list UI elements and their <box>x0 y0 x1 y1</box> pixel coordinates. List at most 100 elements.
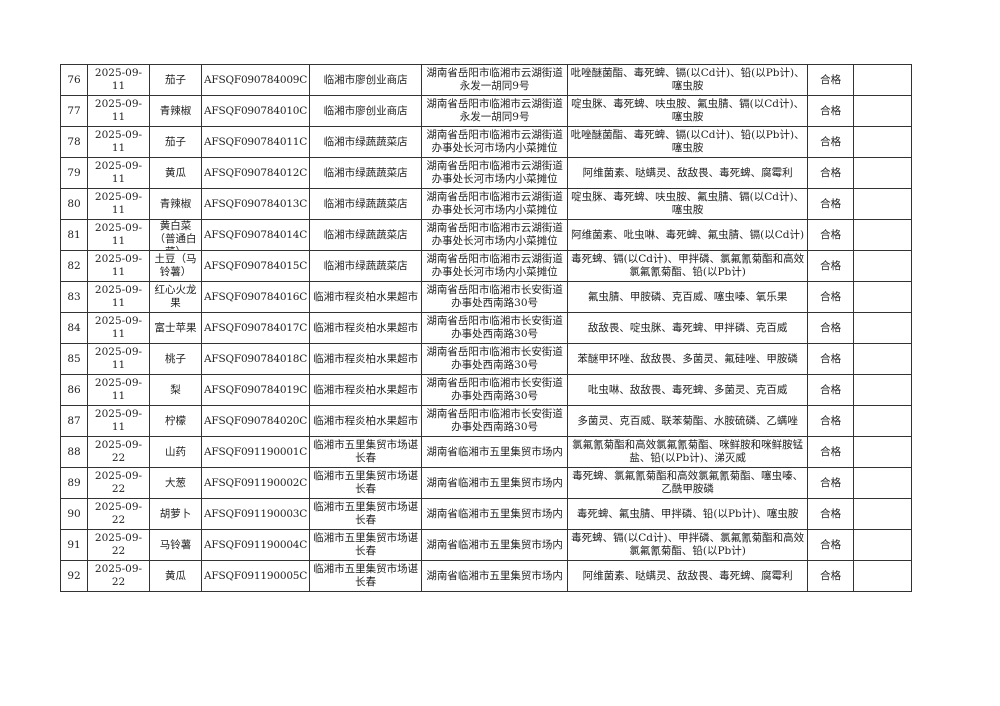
table-row: 76 2025-09-11 茄子 AFSQF090784009C 临湘市廖创业商店 湖南省… <box>60 64 913 96</box>
sample-code: AFSQF090784015C <box>204 259 308 272</box>
store-name: 临湘市程炎柏水果超市 <box>313 290 419 303</box>
sampling-date: 2025-09-11 <box>94 284 143 309</box>
test-items: 吡虫啉、敌敌畏、毒死蜱、多菌灵、克百威 <box>587 383 788 396</box>
table-row: 92 2025-09-22 黄瓜 AFSQF091190005C 临湘市五里集贸市场谌长… <box>60 560 913 592</box>
test-result-cell: 合格 <box>807 560 855 592</box>
sampling-date-cell: 2025-09-22 <box>87 467 150 499</box>
store-name-cell: 临湘市绿蔬蔬菜店 <box>309 219 423 251</box>
test-items-cell: 吡唑醚菌酯、毒死蜱、镉(以Cd计)、铅(以Pb计)、噻虫胺 <box>567 126 809 158</box>
row-number-cell: 83 <box>60 281 88 313</box>
store-name: 临湘市五里集贸市场谌长春 <box>313 532 419 557</box>
sample-name-cell: 胡萝卜 <box>149 498 202 530</box>
sample-code-cell: AFSQF091190002C <box>200 467 311 499</box>
test-result: 合格 <box>820 135 842 148</box>
sampling-date-cell: 2025-09-11 <box>87 250 150 282</box>
sample-name-cell: 马铃薯 <box>149 529 202 561</box>
test-items: 敌敌畏、啶虫脒、毒死蜱、甲拌磷、克百威 <box>587 321 788 334</box>
test-result-cell: 合格 <box>807 95 855 127</box>
sample-code-cell: AFSQF090784012C <box>200 157 311 189</box>
test-result-cell: 合格 <box>807 436 855 468</box>
sample-name: 柠檬 <box>165 414 186 427</box>
row-number: 89 <box>67 476 81 489</box>
store-address-cell: 湖南省岳阳市临湘市云湖街道办事处长河市场内小菜摊位 <box>421 219 569 251</box>
store-name: 临湘市五里集贸市场谌长春 <box>313 563 419 588</box>
store-name: 临湘市程炎柏水果超市 <box>313 321 419 334</box>
row-number: 78 <box>67 135 81 148</box>
sample-code-cell: AFSQF090784019C <box>200 374 311 406</box>
store-name: 临湘市程炎柏水果超市 <box>313 414 419 427</box>
sample-code: AFSQF090784012C <box>204 166 308 179</box>
remarks-cell <box>853 498 913 530</box>
store-address: 湖南省岳阳市临湘市云湖街道办事处长河市场内小菜摊位 <box>426 222 563 247</box>
store-name: 临湘市绿蔬蔬菜店 <box>323 197 408 210</box>
sampling-date-cell: 2025-09-11 <box>87 95 150 127</box>
store-name: 临湘市程炎柏水果超市 <box>313 352 419 365</box>
table-row: 87 2025-09-11 柠檬 AFSQF090784020C 临湘市程炎柏水果超市湖… <box>60 405 913 437</box>
sample-code-cell: AFSQF091190004C <box>200 529 311 561</box>
sampling-date-cell: 2025-09-22 <box>87 498 150 530</box>
store-address: 湖南省临湘市五里集贸市场内 <box>426 445 563 458</box>
sample-name-cell: 青辣椒 <box>149 95 202 127</box>
test-result: 合格 <box>820 166 842 179</box>
test-items-cell: 毒死蜱、镉(以Cd计)、甲拌磷、氯氟氰菊酯和高效氯氟氰菊酯、铅(以Pb计) <box>567 529 809 561</box>
remarks-cell <box>853 95 913 127</box>
test-result-cell: 合格 <box>807 498 855 530</box>
row-number: 76 <box>67 73 81 86</box>
test-items: 毒死蜱、镉(以Cd计)、甲拌磷、氯氟氰菊酯和高效氯氟氰菊酯、铅(以Pb计) <box>571 532 805 557</box>
sample-name: 黄瓜 <box>165 166 186 179</box>
sample-code-cell: AFSQF091190005C <box>200 560 311 592</box>
sample-name: 茄子 <box>165 135 186 148</box>
store-name-cell: 临湘市五里集贸市场谌长春 <box>309 436 423 468</box>
test-items-cell: 阿维菌素、哒螨灵、敌敌畏、毒死蜱、腐霉利 <box>567 157 809 189</box>
store-address: 湖南省岳阳市临湘市长安街道办事处西南路30号 <box>426 408 563 433</box>
store-address: 湖南省临湘市五里集贸市场内 <box>426 507 563 520</box>
row-number: 77 <box>67 104 81 117</box>
store-address: 湖南省岳阳市临湘市云湖街道永发一胡同9号 <box>426 98 563 123</box>
row-number: 79 <box>67 166 81 179</box>
test-result: 合格 <box>820 507 842 520</box>
sample-name: 青辣椒 <box>159 104 192 117</box>
sample-name: 青辣椒 <box>159 197 192 210</box>
test-items-cell: 氟虫腈、甲胺磷、克百威、噻虫嗪、氧乐果 <box>567 281 809 313</box>
test-result: 合格 <box>820 228 842 241</box>
test-items: 氯氟氰菊酯和高效氯氟氰菊酯、咪鲜胺和咪鲜胺锰盐、铅(以Pb计)、涕灭威 <box>572 439 804 464</box>
test-result-cell: 合格 <box>807 126 855 158</box>
store-name: 临湘市绿蔬蔬菜店 <box>323 166 408 179</box>
sampling-date: 2025-09-22 <box>94 532 143 557</box>
row-number-cell: 82 <box>60 250 88 282</box>
remarks-cell <box>853 126 913 158</box>
store-address-cell: 湖南省岳阳市临湘市云湖街道永发一胡同9号 <box>421 64 569 96</box>
store-name-cell: 临湘市廖创业商店 <box>309 64 423 96</box>
table-row: 91 2025-09-22 马铃薯 AFSQF091190004C 临湘市五里集贸市场谌… <box>60 529 913 561</box>
test-items-cell: 多菌灵、克百威、联苯菊酯、水胺硫磷、乙螨唑 <box>567 405 809 437</box>
test-items: 毒死蜱、氯氟氰菊酯和高效氯氟氰菊酯、噻虫嗪、乙酰甲胺磷 <box>572 470 804 495</box>
remarks-cell <box>853 250 913 282</box>
store-address: 湖南省岳阳市临湘市长安街道办事处西南路30号 <box>426 315 563 340</box>
store-name: 临湘市廖创业商店 <box>323 104 408 117</box>
sampling-date: 2025-09-22 <box>94 470 143 495</box>
sample-name: 富士苹果 <box>154 321 197 334</box>
store-name-cell: 临湘市五里集贸市场谌长春 <box>309 560 423 592</box>
sample-code: AFSQF090784013C <box>204 197 308 210</box>
remarks-cell <box>853 188 913 220</box>
sampling-date: 2025-09-22 <box>94 501 143 526</box>
store-name: 临湘市五里集贸市场谌长春 <box>313 501 419 526</box>
sample-name: 茄子 <box>165 73 186 86</box>
sample-name-cell: 红心火龙果 <box>149 281 202 313</box>
sample-name-cell: 茄子 <box>149 64 202 96</box>
test-items-cell: 毒死蜱、镉(以Cd计)、甲拌磷、氯氟氰菊酯和高效氯氟氰菊酯、铅(以Pb计) <box>567 250 809 282</box>
sample-code: AFSQF090784009C <box>204 73 308 86</box>
row-number: 88 <box>67 445 81 458</box>
row-number: 90 <box>67 507 81 520</box>
store-address: 湖南省岳阳市临湘市长安街道办事处西南路30号 <box>426 284 563 309</box>
sampling-date: 2025-09-22 <box>94 439 143 464</box>
sample-name-cell: 大葱 <box>149 467 202 499</box>
sample-name-cell: 梨 <box>149 374 202 406</box>
sample-code: AFSQF090784019C <box>204 383 308 396</box>
sample-code-cell: AFSQF090784016C <box>200 281 311 313</box>
sample-name: 梨 <box>170 383 181 396</box>
store-address-cell: 湖南省岳阳市临湘市长安街道办事处西南路30号 <box>421 374 569 406</box>
sampling-date-cell: 2025-09-22 <box>87 560 150 592</box>
sampling-date: 2025-09-11 <box>94 129 143 154</box>
sampling-date-cell: 2025-09-11 <box>87 343 150 375</box>
